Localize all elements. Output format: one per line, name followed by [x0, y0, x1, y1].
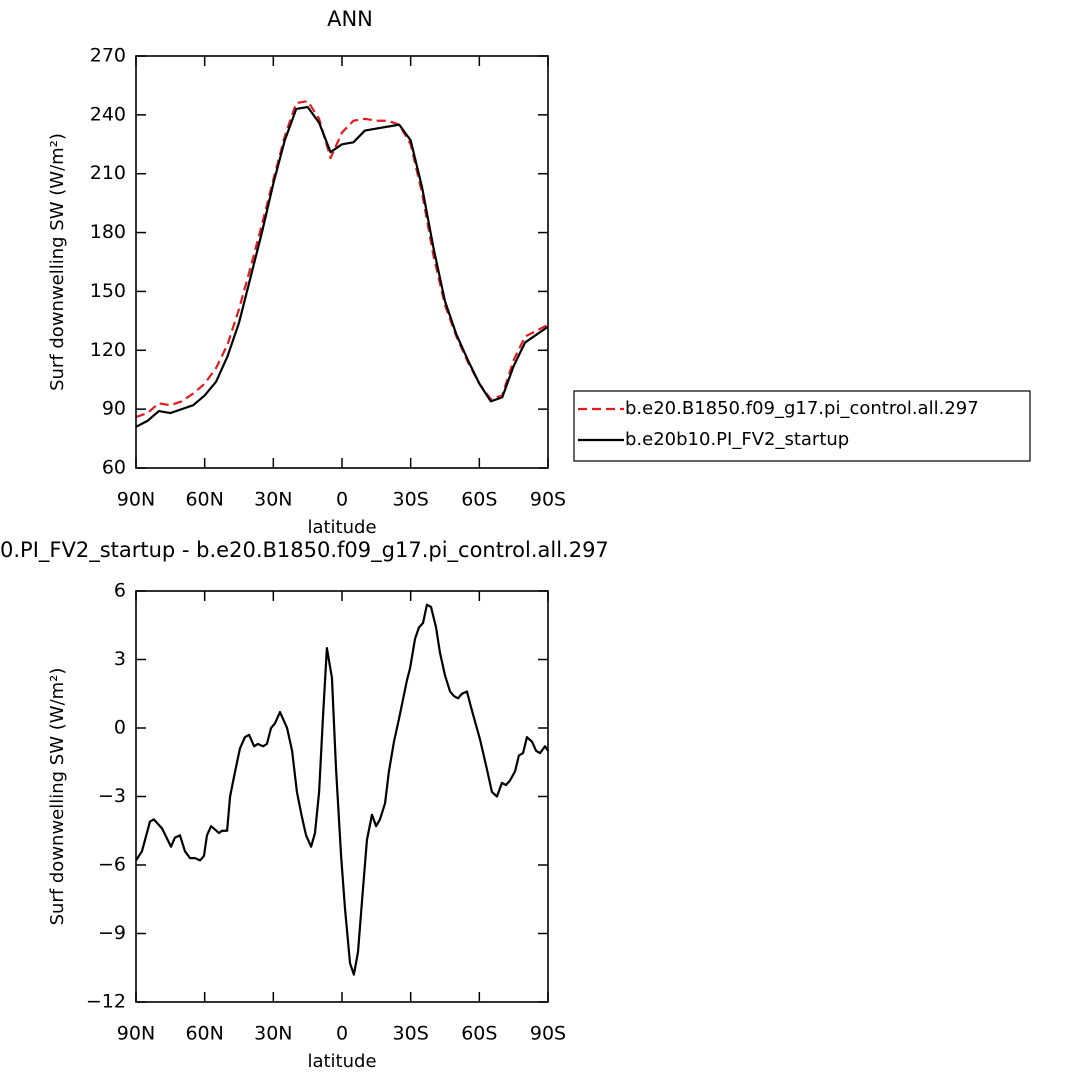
legend-box	[573, 390, 1031, 462]
x-axis-label: latitude	[307, 1051, 376, 1072]
chart-title: 0.PI_FV2_startup - b.e20.B1850.f09_g17.p…	[0, 538, 609, 563]
x-tick-label: 0	[336, 489, 348, 511]
y-tick-label: −9	[98, 922, 126, 944]
x-tick-label: 90N	[117, 489, 155, 511]
y-tick-label: 270	[90, 45, 126, 67]
y-tick-label: 180	[90, 221, 126, 243]
y-tick-label: −6	[98, 854, 126, 876]
x-tick-label: 90S	[530, 1023, 566, 1045]
chart-title: ANN	[327, 7, 373, 31]
y-axis-label: Surf downwelling SW (W/m²)	[47, 668, 68, 926]
y-tick-label: 90	[102, 398, 126, 420]
plot-frame	[135, 55, 549, 469]
x-tick-label: 60S	[461, 1023, 497, 1045]
x-tick-label: 90N	[117, 1023, 155, 1045]
y-axis-label: Surf downwelling SW (W/m²)	[47, 133, 68, 391]
line-series	[135, 105, 549, 428]
x-tick-label: 60N	[185, 489, 223, 511]
y-tick-label: 240	[90, 103, 126, 125]
y-tick-label: 0	[114, 717, 126, 739]
y-tick-label: 210	[90, 162, 126, 184]
line-series	[135, 603, 549, 976]
x-axis-label: latitude	[307, 517, 376, 538]
x-tick-label: 0	[336, 1023, 348, 1045]
y-tick-label: 3	[114, 648, 126, 670]
y-tick-label: 120	[90, 339, 126, 361]
y-tick-label: −3	[98, 785, 126, 807]
x-tick-label: 30S	[393, 1023, 429, 1045]
y-tick-label: −12	[86, 991, 126, 1013]
x-tick-label: 30N	[254, 1023, 292, 1045]
y-tick-label: 60	[102, 457, 126, 479]
line-series	[135, 100, 549, 419]
x-tick-label: 60N	[185, 1023, 223, 1045]
x-tick-label: 90S	[530, 489, 566, 511]
legend-label: b.e20b10.PI_FV2_startup	[625, 429, 849, 450]
plot-frame	[135, 590, 549, 1003]
x-tick-label: 30N	[254, 489, 292, 511]
x-tick-label: 30S	[393, 489, 429, 511]
y-tick-label: 150	[90, 280, 126, 302]
x-tick-label: 60S	[461, 489, 497, 511]
y-tick-label: 6	[114, 580, 126, 602]
legend-label: b.e20.B1850.f09_g17.pi_control.all.297	[625, 398, 979, 419]
